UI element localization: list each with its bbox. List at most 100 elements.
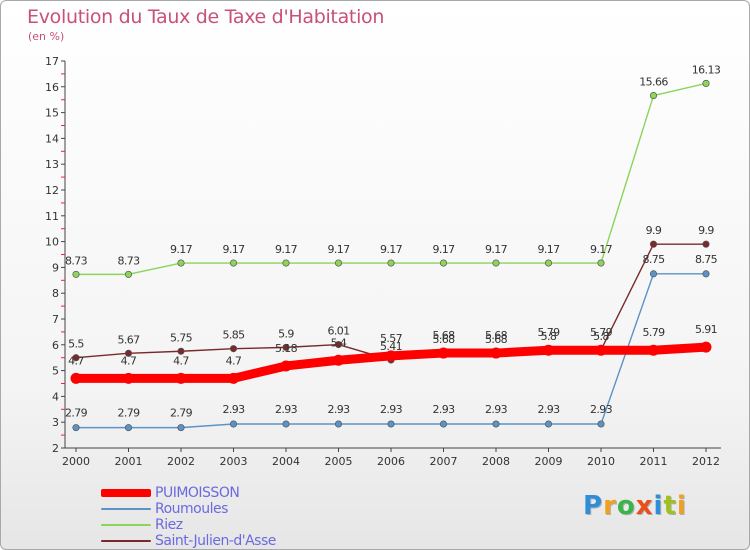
x-tick-label: 2006 — [377, 455, 405, 468]
data-label: 5.85 — [222, 329, 245, 342]
x-tick-label: 2000 — [62, 455, 90, 468]
data-label: 5.68 — [485, 329, 508, 342]
data-label: 2.93 — [537, 403, 560, 416]
x-tick-label: 2005 — [325, 455, 353, 468]
y-tick-label: 9 — [52, 261, 59, 274]
data-label: 5.79 — [537, 326, 560, 339]
data-label: 2.93 — [590, 403, 613, 416]
x-tick-label: 2009 — [535, 455, 563, 468]
y-tick-label: 17 — [45, 55, 59, 68]
data-label: 9.17 — [275, 243, 298, 256]
data-label: 16.13 — [692, 63, 721, 76]
data-point — [334, 340, 343, 349]
data-label: 5.67 — [117, 333, 140, 346]
data-point — [649, 92, 658, 100]
data-label: 9.9 — [698, 224, 714, 237]
data-point — [177, 259, 185, 267]
data-labels-layer: 4.7 4.7 4.7 4.75.18 5.4 5.57 5.68 5.68 5.79 5.79 5… — [65, 63, 721, 419]
logo-letter: i — [653, 491, 664, 521]
logo-letter: o — [616, 491, 636, 521]
legend-label: Saint-Julien-d'Asse — [155, 533, 276, 549]
data-point — [72, 270, 80, 278]
y-tick-label: 3 — [52, 416, 59, 429]
data-point — [597, 420, 605, 428]
data-point — [649, 270, 658, 278]
data-label: 4.7 — [226, 354, 242, 367]
legend-label: Roumoules — [155, 501, 228, 517]
data-point — [492, 259, 500, 267]
x-tick-label: 2008 — [482, 455, 510, 468]
data-point — [333, 354, 344, 366]
axes: 2 3 4 5 6 7 8 9 10 11 12 13 14 15 16 17 2000 2001 2002 2003… — [45, 55, 721, 468]
data-label: 9.17 — [170, 243, 193, 256]
data-point — [439, 259, 448, 267]
data-point — [387, 259, 395, 267]
logo-letter: r — [603, 491, 617, 521]
y-tick-label: 7 — [52, 313, 59, 326]
legend-swatch — [101, 524, 151, 526]
data-label: 5.68 — [432, 329, 455, 342]
y-tick-label: 11 — [45, 210, 59, 223]
data-point — [702, 240, 710, 248]
data-label: 2.93 — [275, 403, 298, 416]
x-tick-label: 2001 — [115, 455, 143, 468]
y-tick-label: 12 — [45, 184, 59, 197]
data-point — [177, 347, 185, 355]
data-label: 5.8 — [541, 330, 557, 343]
data-label: 9.17 — [380, 243, 403, 256]
data-point — [70, 372, 82, 384]
data-point — [492, 420, 500, 428]
data-point — [544, 259, 553, 267]
data-label: 2.79 — [170, 407, 193, 420]
legend-swatch — [101, 508, 151, 510]
series-puimoisson — [70, 341, 712, 384]
data-label: 4.7 — [173, 354, 189, 367]
y-tick-label: 4 — [52, 390, 59, 403]
data-label: 5.79 — [642, 326, 665, 339]
logo-letter: P — [583, 491, 604, 521]
data-label: 5.8 — [593, 330, 609, 343]
x-tick-label: 2007 — [430, 455, 458, 468]
data-label: 8.75 — [695, 253, 718, 266]
data-label: 2.93 — [485, 403, 508, 416]
x-tick-label: 2011 — [640, 455, 668, 468]
data-label: 9.17 — [485, 243, 508, 256]
y-tick-label: 8 — [52, 287, 59, 300]
chart-subtitle: (en %) — [28, 30, 65, 43]
data-label: 15.66 — [639, 76, 668, 89]
series-layer — [70, 79, 712, 432]
data-point — [543, 344, 554, 356]
data-label: 5.4 — [331, 336, 347, 349]
legend-label: Riez — [155, 517, 183, 533]
legend-swatch — [101, 540, 151, 542]
legend: PUIMOISSON Roumoules Riez Saint-Julien-d'As… — [101, 485, 341, 549]
data-label: 6.01 — [327, 325, 349, 338]
data-label: 5.75 — [170, 331, 193, 344]
data-label: 8.73 — [65, 254, 88, 267]
data-label: 2.79 — [65, 407, 88, 420]
data-label: 9.17 — [537, 243, 560, 256]
logo-letter: x — [635, 491, 654, 521]
data-point — [649, 240, 658, 248]
data-label: 2.93 — [327, 403, 350, 416]
data-point — [124, 270, 133, 278]
y-tick-label: 14 — [45, 132, 59, 145]
data-label: 2.93 — [380, 403, 403, 416]
y-tick-label: 16 — [45, 81, 59, 94]
legend-item: Roumoules — [101, 501, 341, 517]
data-label: 2.79 — [117, 407, 140, 420]
series-riez — [72, 79, 710, 278]
data-point — [124, 349, 133, 357]
data-point — [334, 420, 343, 428]
data-point — [282, 259, 290, 267]
series-roumoules — [72, 270, 710, 432]
data-label: 5.9 — [278, 327, 294, 340]
data-label: 9.9 — [646, 224, 662, 237]
data-label: 9.17 — [222, 243, 245, 256]
x-tick-label: 2003 — [220, 455, 248, 468]
data-label: 5.91 — [695, 323, 717, 336]
y-tick-label: 15 — [45, 107, 59, 120]
legend-item: Saint-Julien-d'Asse — [101, 533, 341, 549]
data-point — [700, 341, 712, 353]
x-tick-label: 2012 — [692, 455, 720, 468]
